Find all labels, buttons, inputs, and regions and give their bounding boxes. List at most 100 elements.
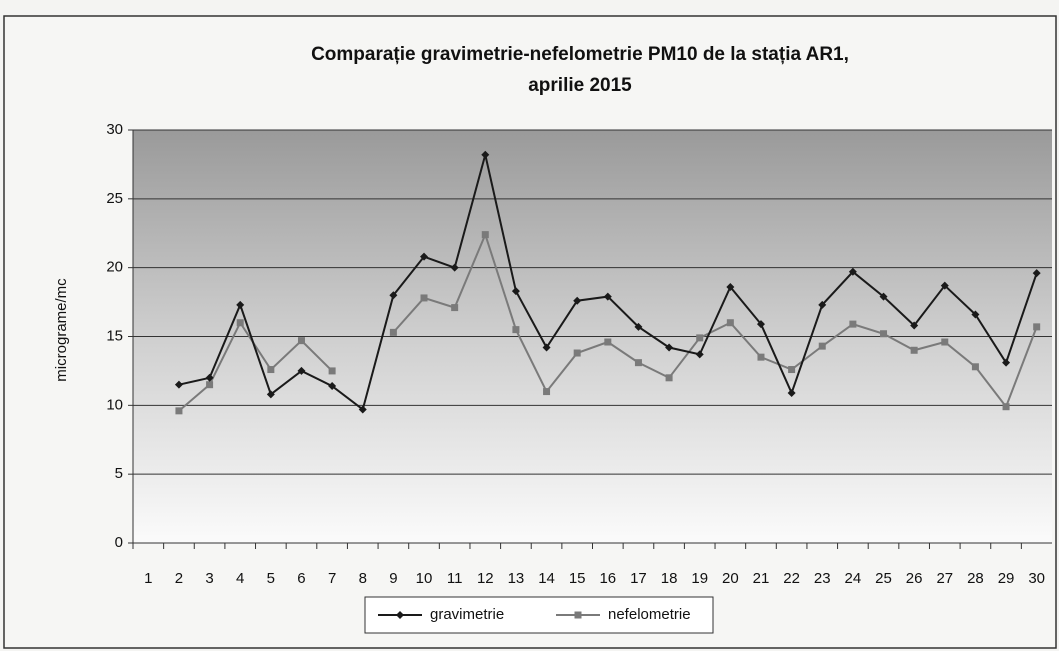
point <box>910 321 919 330</box>
point <box>695 350 704 359</box>
point <box>328 367 336 375</box>
x-tick-label: 18 <box>661 570 678 587</box>
point <box>726 282 735 291</box>
point <box>297 337 305 345</box>
x-tick-label: 2 <box>175 570 183 587</box>
point <box>574 611 582 619</box>
point <box>175 407 183 415</box>
point <box>787 388 796 397</box>
y-tick-label: 15 <box>106 327 123 344</box>
point <box>634 359 642 367</box>
point <box>481 150 490 159</box>
point <box>512 326 520 334</box>
point <box>267 366 275 374</box>
x-tick-label: 17 <box>630 570 647 587</box>
x-tick-label: 26 <box>906 570 923 587</box>
y-tick-label: 10 <box>106 396 123 413</box>
point <box>328 382 337 391</box>
point <box>940 281 949 290</box>
point <box>1002 358 1011 367</box>
x-tick-label: 23 <box>814 570 831 587</box>
point <box>389 328 397 336</box>
y-tick-label: 5 <box>115 465 123 482</box>
x-tick-label: 21 <box>753 570 770 587</box>
point <box>818 342 826 350</box>
point <box>396 611 404 619</box>
point <box>174 380 183 389</box>
legend: gravimetrie nefelometrie <box>364 596 714 634</box>
x-tick-label: 19 <box>691 570 708 587</box>
legend-label: nefelometrie <box>608 606 691 623</box>
point <box>543 388 551 396</box>
point <box>818 300 827 309</box>
y-tick-label: 30 <box>106 121 123 138</box>
point <box>1032 269 1041 278</box>
point <box>756 320 765 329</box>
x-tick-label: 8 <box>359 570 367 587</box>
x-tick-label: 24 <box>845 570 862 587</box>
x-tick-label: 6 <box>297 570 305 587</box>
point <box>788 366 796 374</box>
point <box>971 363 979 371</box>
x-tick-label: 3 <box>205 570 213 587</box>
y-tick-label: 0 <box>115 534 123 551</box>
point <box>604 338 612 346</box>
point <box>511 287 520 296</box>
point <box>389 291 398 300</box>
point <box>1002 403 1010 411</box>
point <box>236 319 244 327</box>
point <box>266 390 275 399</box>
x-tick-label: 12 <box>477 570 494 587</box>
x-tick-label: 7 <box>328 570 336 587</box>
point <box>941 338 949 346</box>
y-tick-label: 25 <box>106 190 123 207</box>
point <box>971 310 980 319</box>
y-tick-label: 20 <box>106 259 123 276</box>
x-tick-label: 10 <box>416 570 433 587</box>
x-tick-label: 30 <box>1028 570 1045 587</box>
point <box>481 231 489 239</box>
point <box>849 320 857 328</box>
point <box>420 252 429 261</box>
x-tick-label: 1 <box>144 570 152 587</box>
point <box>726 319 734 327</box>
point <box>910 346 918 354</box>
point <box>880 330 888 338</box>
point <box>879 292 888 301</box>
x-tick-label: 29 <box>998 570 1015 587</box>
point <box>634 322 643 331</box>
point <box>696 334 704 342</box>
point <box>1033 323 1041 331</box>
legend-label: gravimetrie <box>430 606 504 623</box>
point <box>358 405 367 414</box>
point <box>848 267 857 276</box>
legend-box <box>364 596 714 634</box>
x-tick-label: 20 <box>722 570 739 587</box>
point <box>603 292 612 301</box>
chart-title: Comparație gravimetrie-nefelometrie PM10… <box>311 44 849 65</box>
point <box>542 343 551 352</box>
point <box>297 366 306 375</box>
x-tick-label: 4 <box>236 570 244 587</box>
point <box>205 373 214 382</box>
x-tick-label: 11 <box>447 570 463 587</box>
x-tick-label: 22 <box>783 570 800 587</box>
x-tick-label: 16 <box>599 570 616 587</box>
y-axis-label: micrograme/mc <box>53 278 70 382</box>
x-tick-label: 15 <box>569 570 586 587</box>
point <box>757 353 765 361</box>
point <box>206 381 214 389</box>
point <box>573 349 581 357</box>
x-tick-label: 27 <box>936 570 953 587</box>
series-line <box>178 231 1038 412</box>
x-tick-label: 9 <box>389 570 397 587</box>
point <box>236 300 245 309</box>
x-tick-label: 14 <box>538 570 555 587</box>
point <box>451 304 459 312</box>
point <box>573 296 582 305</box>
x-tick-label: 25 <box>875 570 892 587</box>
x-tick-label: 28 <box>967 570 984 587</box>
point <box>420 294 428 302</box>
